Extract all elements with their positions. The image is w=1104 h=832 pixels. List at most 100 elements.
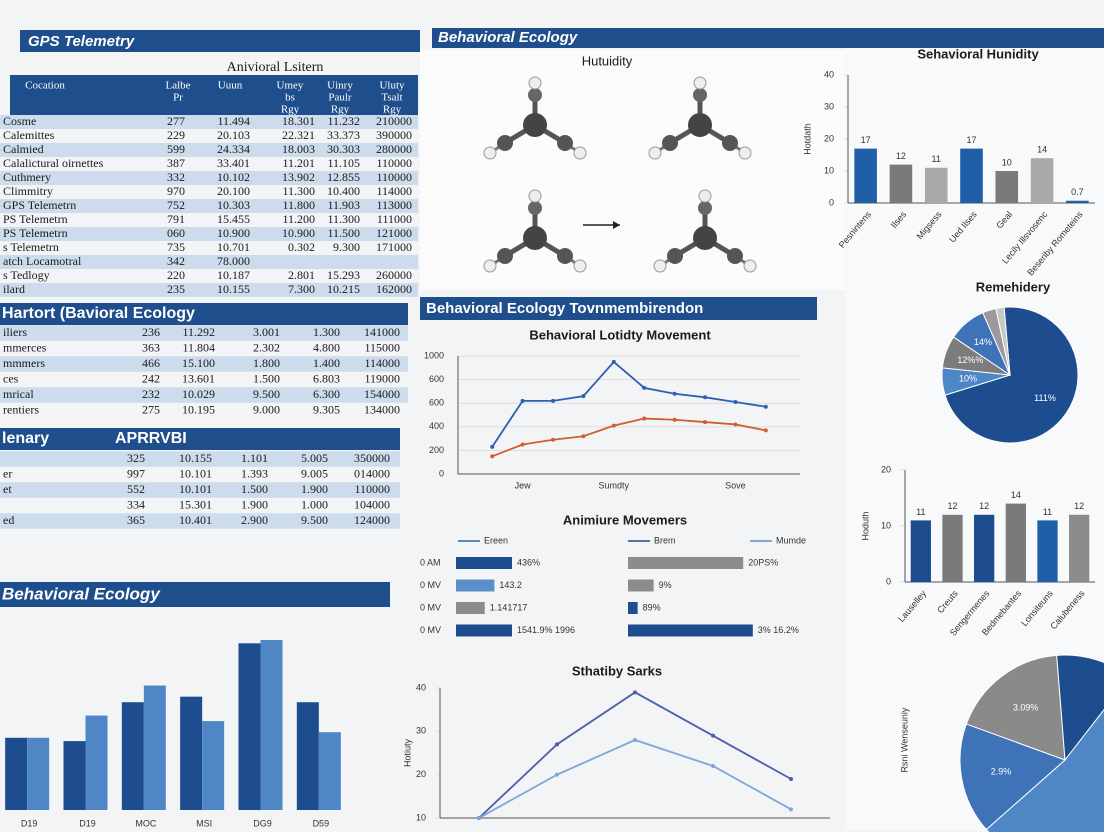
data-label: 11 (1043, 507, 1052, 517)
cell: 9.000 (253, 402, 280, 416)
cell: 791 (167, 212, 185, 226)
row-shade (0, 356, 408, 372)
cell: 15.293 (327, 268, 360, 282)
row-label: mmerces (3, 340, 47, 354)
row-shade (0, 227, 418, 241)
cell: 78.000 (217, 254, 250, 268)
cell: 13.902 (282, 170, 315, 184)
bar (628, 624, 753, 637)
cell: 18.301 (282, 114, 315, 128)
cell: 11.804 (182, 340, 215, 354)
row-label: rentiers (3, 402, 39, 416)
row-shade (0, 171, 418, 185)
cell: 10.701 (217, 240, 250, 254)
data-label: 10 (1002, 157, 1012, 167)
pie-slice (959, 723, 1066, 831)
y-tick-label: 600 (429, 398, 444, 408)
bar (1030, 158, 1054, 203)
cell: 104000 (354, 497, 390, 511)
y-tick-label: 10 (824, 165, 834, 175)
point (520, 398, 525, 403)
point (490, 454, 495, 459)
point (551, 437, 555, 442)
cell: 30.303 (327, 142, 360, 156)
diagram-panel (420, 50, 845, 290)
y-tick-label: 30 (416, 726, 426, 736)
data-label: 12 (896, 151, 906, 161)
data-label: 12 (979, 501, 989, 511)
row-shade (0, 482, 400, 498)
y-tick-label: 0 (439, 468, 444, 478)
point (789, 807, 793, 812)
cell: 2.302 (253, 340, 280, 354)
cell: 10.215 (327, 282, 360, 296)
point (703, 395, 707, 400)
cell: 9.500 (253, 387, 280, 401)
cell: 124000 (354, 513, 390, 527)
column-header: Uluty (379, 80, 405, 92)
y-axis-label: Rsni Wenseuniy (899, 707, 909, 772)
cell: 363 (142, 340, 160, 354)
bar (27, 737, 50, 810)
point (611, 423, 616, 428)
annotation: 3% 16.2% (758, 625, 799, 635)
cell: 9.005 (301, 466, 328, 480)
cell: 15.301 (179, 497, 212, 511)
bar (889, 164, 913, 203)
section-bar (0, 303, 408, 325)
point (581, 434, 586, 439)
data-label: 12 (947, 501, 957, 511)
column-header: Lalbe (165, 80, 190, 92)
data-label: 111% (1034, 393, 1056, 403)
cell: 387 (167, 156, 185, 170)
cell: 10.900 (282, 226, 315, 240)
cell: 111000 (377, 212, 412, 226)
cell: 20.103 (217, 128, 250, 142)
pie-slice (985, 709, 1104, 832)
x-tick-label: Sove (725, 480, 746, 490)
point (611, 359, 616, 364)
row-shade (0, 283, 418, 297)
y-tick-label: 20 (416, 769, 426, 779)
legend-label: Brem (654, 535, 676, 545)
cell: 171000 (376, 240, 412, 254)
point (703, 420, 707, 425)
table-title: Anivioral Lsitern (227, 60, 324, 75)
section-title: Hartort (Bavioral Ecology (2, 305, 195, 322)
row-label: 0 MV (420, 602, 441, 612)
header-title: Behavioral Ecology (2, 584, 161, 603)
cell: 5.005 (301, 451, 328, 465)
point (477, 816, 481, 820)
cell: 3.001 (253, 325, 280, 339)
cell: 10.029 (182, 387, 215, 401)
data-label: 14% (974, 337, 992, 347)
row-shade (0, 387, 408, 403)
chart-title: Remehidery (976, 279, 1051, 294)
bar (318, 732, 341, 810)
column-header: Uuun (218, 80, 243, 92)
x-tick-label: MSI (196, 818, 212, 828)
bar (942, 514, 963, 582)
x-tick-label: D19 (79, 818, 96, 828)
column-header: Uinry (327, 80, 353, 92)
row-shade (0, 513, 400, 529)
cell: 11.300 (282, 184, 315, 198)
annotation: 20PS% (748, 557, 778, 567)
cell: 260000 (376, 268, 412, 282)
chart-title: Sehavioral Hunidity (917, 46, 1039, 61)
pie-slice (1056, 654, 1104, 762)
data-label: 10% (959, 373, 977, 383)
cell: 110000 (376, 156, 412, 170)
pie-slice (965, 654, 1066, 761)
bar (456, 579, 495, 592)
row-label: ed (3, 513, 14, 527)
cell: 11.105 (327, 156, 360, 170)
cell: 11.903 (327, 198, 360, 212)
bar (260, 640, 283, 810)
x-tick-label: D59 (313, 818, 330, 828)
cell: 114000 (376, 184, 412, 198)
row-label: GPS Telemetrn (3, 198, 76, 212)
cell: 997 (127, 466, 145, 480)
cell: 119000 (364, 371, 400, 385)
